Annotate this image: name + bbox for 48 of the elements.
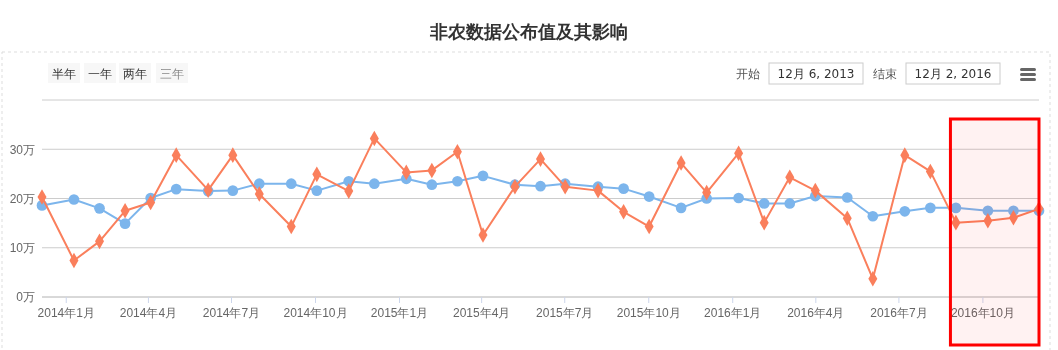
point (925, 202, 936, 214)
point (618, 183, 629, 194)
range-button: 一年 (84, 63, 116, 83)
point (758, 198, 770, 209)
chart-title: 非农数据公布值及其影响 (429, 21, 628, 42)
point (227, 185, 239, 196)
point (950, 202, 962, 214)
point (94, 203, 105, 214)
point (170, 183, 182, 195)
x-tick-label: 2015年10月 (616, 305, 681, 320)
x-tick-label: 2016年7月 (870, 305, 928, 320)
y-tick-label: 0万 (16, 290, 35, 305)
point (867, 210, 879, 222)
text: 开始 (736, 67, 760, 81)
point (253, 178, 265, 190)
point (784, 198, 796, 209)
point (452, 175, 463, 187)
point (368, 178, 380, 190)
point (643, 191, 655, 202)
x-tick-label: 2016年1月 (704, 305, 762, 320)
x-tick-label: 2014年10月 (283, 305, 348, 320)
point (285, 178, 297, 190)
text: 结束 (873, 67, 897, 81)
x-tick-label: 2015年7月 (536, 305, 594, 320)
point (68, 194, 80, 205)
point (733, 192, 744, 204)
point (311, 185, 323, 196)
point (535, 180, 546, 192)
y-tick-label: 20万 (9, 191, 35, 206)
range-button: 半年 (48, 63, 80, 83)
y-tick-label: 10万 (9, 241, 35, 256)
x-tick-label: 2014年1月 (37, 305, 95, 320)
x-tick-label: 2016年4月 (787, 305, 845, 320)
y-tick-label: 30万 (9, 142, 35, 157)
point (675, 202, 687, 214)
point (477, 170, 489, 182)
x-tick-label: 2014年4月 (119, 305, 178, 320)
x-tick-label: 2014年7月 (202, 305, 261, 320)
date-field: 12月 6, 2013 (768, 62, 864, 85)
range-button: 两年 (119, 63, 151, 83)
point (899, 205, 911, 217)
date-field: 12月 2, 2016 (905, 62, 1001, 85)
point (841, 192, 853, 203)
point (426, 179, 438, 191)
point (119, 218, 131, 229)
range-button: 三年 (156, 63, 188, 83)
x-tick-label: 2015年4月 (452, 305, 511, 320)
x-tick-label: 2015年1月 (370, 305, 429, 320)
